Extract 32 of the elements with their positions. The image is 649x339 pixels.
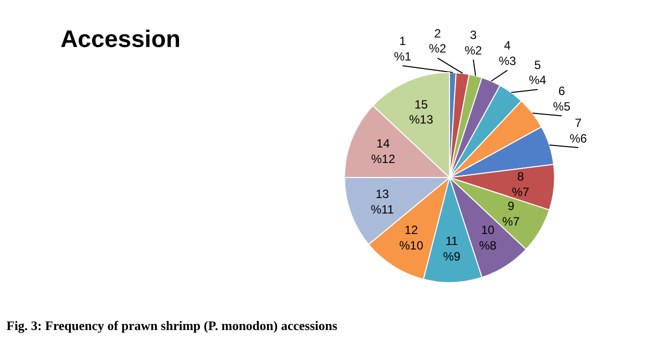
data-label: %4	[528, 73, 547, 88]
data-label: %5	[553, 100, 571, 114]
data-label: %3	[498, 54, 516, 68]
data-label: %12	[371, 152, 396, 166]
slice-label: 3	[470, 28, 477, 42]
slice-label: 1	[399, 34, 406, 48]
data-label: %8	[479, 238, 497, 252]
data-label: %11	[370, 202, 394, 216]
slice-label: 5	[534, 58, 542, 72]
slice-label: 13	[376, 186, 390, 201]
data-label: %13	[409, 112, 434, 127]
slice-label: 8	[517, 170, 524, 184]
text: Accession	[60, 26, 181, 53]
data-label: %10	[399, 238, 424, 252]
data-label: %1	[394, 49, 412, 64]
data-label: %6	[570, 131, 588, 146]
slice-label: 6	[558, 84, 566, 98]
slice-label: 14	[376, 136, 390, 151]
data-label: %9	[443, 250, 461, 264]
slice-label: 4	[504, 38, 512, 53]
slice-label: 12	[404, 223, 418, 238]
slice-label: 10	[481, 223, 495, 238]
slice-label: 15	[414, 97, 428, 112]
slice-label: 9	[508, 199, 515, 214]
data-label: %7	[502, 214, 520, 229]
slice-label: 7	[574, 116, 582, 130]
data-label: %7	[512, 184, 530, 199]
data-label: %2	[428, 42, 447, 56]
data-label: %2	[464, 43, 482, 58]
caption: Fig. 3: Frequency of prawn shrimp (P. monodon) accessions	[6, 318, 338, 333]
slice-label: 2	[434, 26, 442, 40]
slice-label: 11	[446, 234, 458, 248]
